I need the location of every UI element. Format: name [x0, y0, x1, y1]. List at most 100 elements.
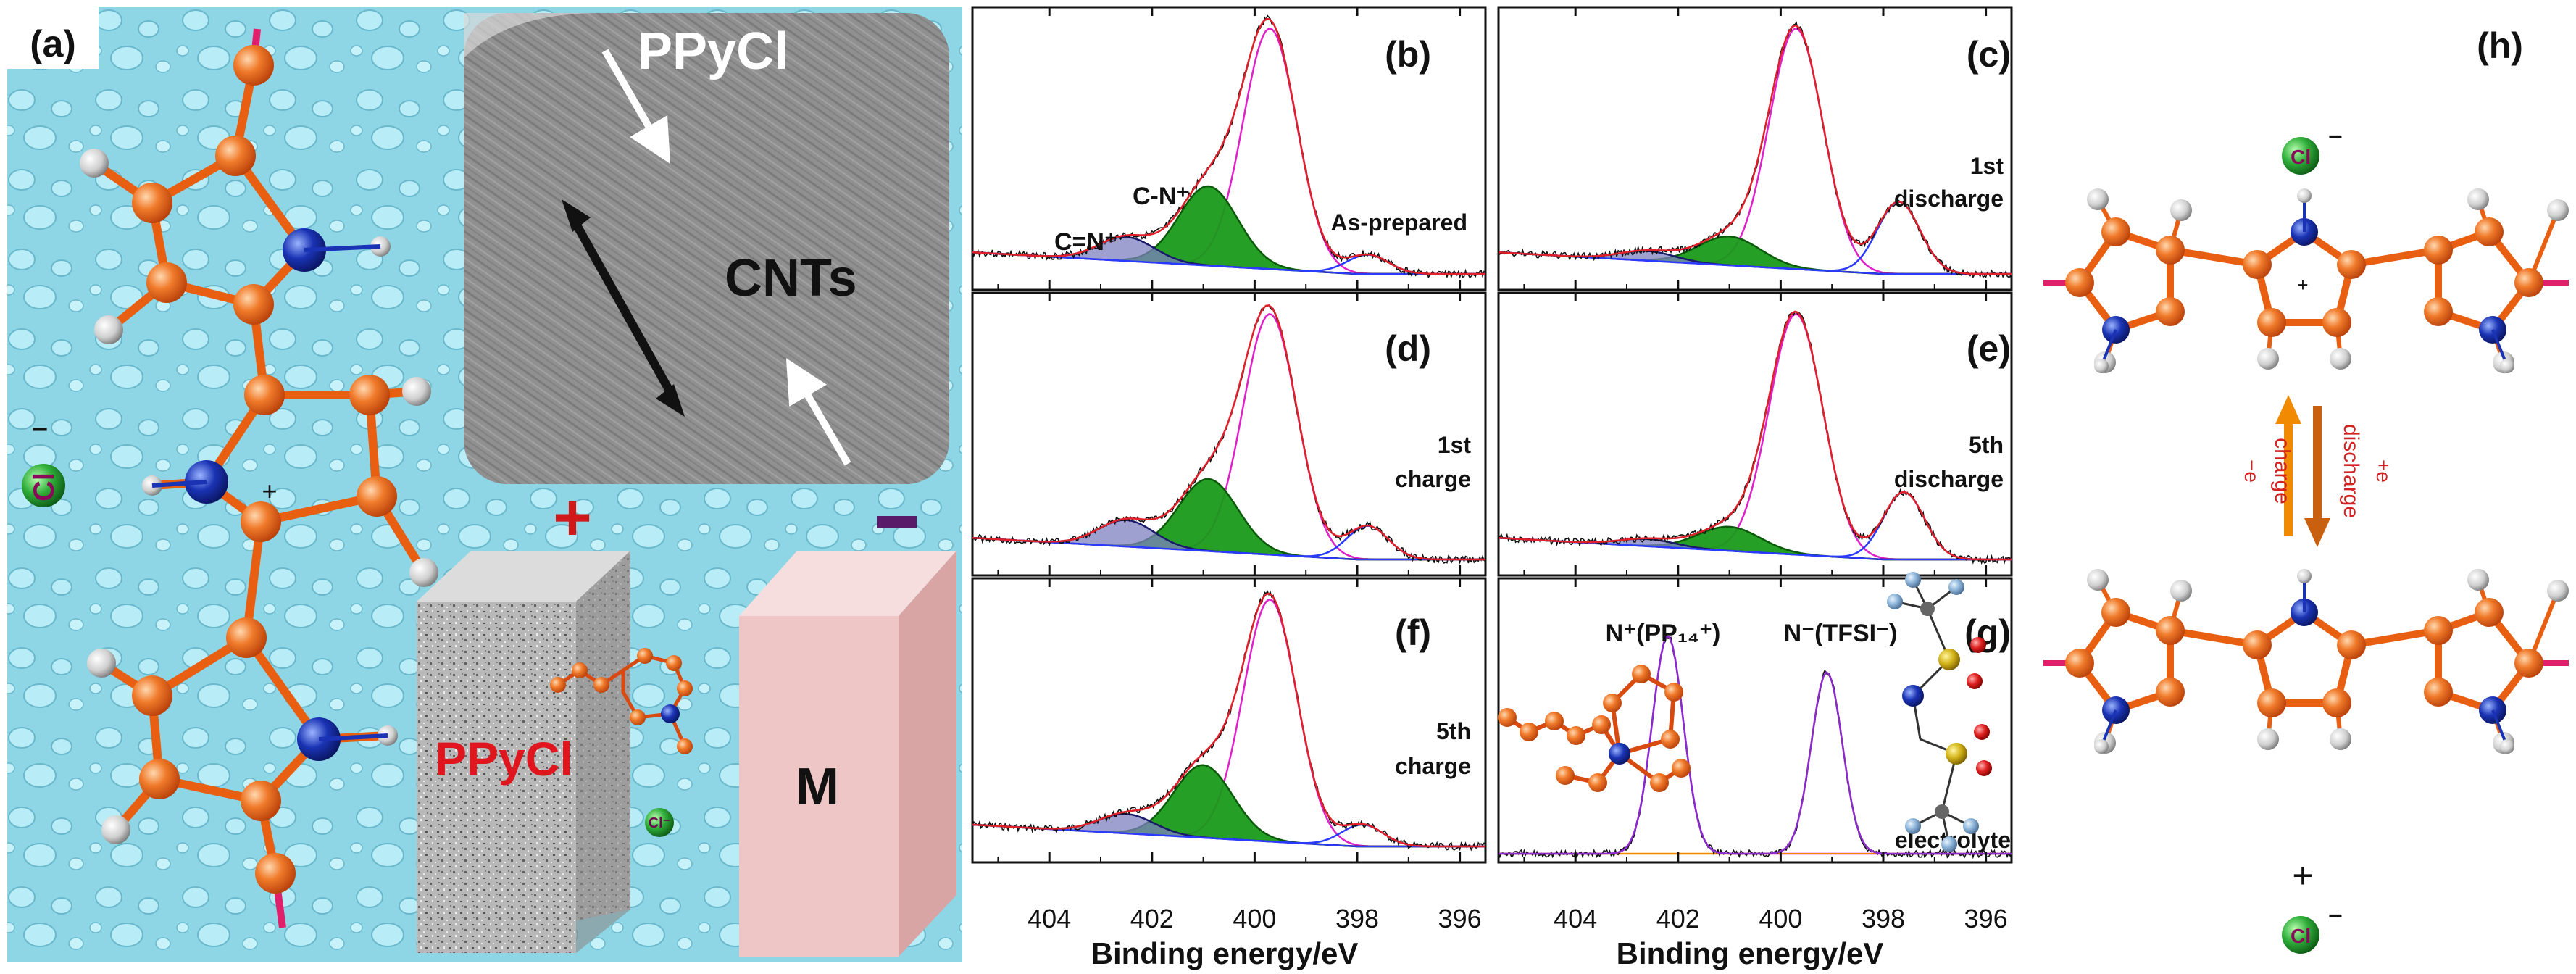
inter-ring-bond [2169, 627, 2258, 649]
nh-hydrogen [2297, 569, 2312, 583]
raw-data [972, 590, 1486, 852]
carbon-atom [2337, 250, 2366, 279]
carbon-atom [2322, 308, 2351, 337]
cl-bottom-label: Cl [2291, 925, 2311, 947]
plus-sign: + [553, 480, 592, 554]
carbon-atom [2101, 217, 2130, 246]
carbon-atom [2514, 268, 2543, 297]
xps-panel-d [971, 291, 1487, 577]
peak-fill-c-n- [1499, 251, 2012, 274]
annotation-f-2: charge [1395, 753, 1471, 779]
cl-top [2282, 137, 2319, 175]
annotation-d-1: 1st [1438, 432, 1472, 458]
tick-label: 398 [1335, 904, 1379, 933]
xps-panel-b [971, 6, 1487, 291]
xps-panels [971, 6, 2013, 864]
xps-text: (b) (c) (d) (e) (f) (g) As-prepared C=N⁺… [1054, 34, 2011, 853]
tick-label: 400 [1759, 904, 1802, 933]
hydrogen-atom [2257, 348, 2279, 370]
redox-arrows [2275, 395, 2330, 547]
annotation-c-2: discharge [1894, 186, 2004, 212]
x-axis-right: 404 402 400 398 396 Binding energy/eV [1554, 904, 2007, 970]
label-c-n: C-N⁺ [1133, 183, 1189, 210]
fit-envelope [972, 304, 1485, 561]
label-c-eq-n: C=N⁺ [1054, 228, 1117, 256]
nh-hydrogen [2500, 359, 2514, 373]
x-axis-title-right: Binding energy/eV [1617, 936, 1884, 970]
tick-label: 402 [1130, 904, 1174, 933]
panel-label-a: (a) [30, 23, 76, 65]
carbon-atom [2337, 630, 2366, 659]
plot-frame [1497, 577, 2013, 864]
tick-label: 398 [1862, 904, 1905, 933]
annotation-e-1: 5th [1969, 432, 2004, 458]
xps-panel-f [971, 577, 1487, 864]
anode-label: M [796, 758, 839, 816]
carbon-atom [2322, 688, 2351, 717]
carbon-atom [2065, 649, 2094, 678]
carbon-atom [2257, 688, 2286, 717]
panel-a: (a) PPyCl CNTs PPyCl M + [7, 7, 962, 962]
pp14-molecule-g [1498, 665, 1691, 792]
baseline [972, 823, 1485, 847]
carbon-atom [2065, 268, 2094, 297]
xps-panel-c [1497, 6, 2013, 291]
annotation-f-1: 5th [1436, 718, 1471, 744]
tick-label: 404 [1554, 904, 1597, 933]
carbon-atom [2156, 236, 2185, 265]
peak-fill-c-n- [972, 765, 1485, 846]
cathode-block: PPyCl [417, 551, 630, 953]
nh-bond-2 [151, 480, 207, 488]
nh-hydrogen [2094, 739, 2109, 754]
tem-label-cnts: CNTs [725, 249, 857, 307]
peak-fill-c-n- [1499, 236, 2012, 274]
inter-ring-bond [2351, 246, 2439, 268]
charge-label: charge [2270, 438, 2294, 504]
tick-label: 402 [1656, 904, 1700, 933]
xps-panel-e [1497, 291, 2013, 577]
carbon-atom [2424, 678, 2453, 707]
carbon-atom [2475, 598, 2504, 627]
cl-ion-small-label: Cl⁻ [649, 815, 671, 831]
carbon-atom [2424, 616, 2453, 645]
cl-bottom [2282, 916, 2319, 954]
peak-fill-c-n- [972, 814, 1485, 846]
annotation-d-2: charge [1395, 466, 1471, 492]
hydrogen-atom [2257, 728, 2279, 750]
panel-label-e: (e) [1967, 328, 2011, 369]
discharge-label: discharge [2339, 424, 2363, 518]
hydrogen-atom [2330, 728, 2351, 750]
tick-label: 400 [1233, 904, 1276, 933]
carbon-atom [2156, 678, 2185, 707]
pyrrole-trimer-oxidized [2043, 188, 2569, 373]
fit-envelope [972, 17, 1485, 275]
nh-bond-1 [304, 244, 381, 252]
label-tfsi: N⁻(TFSI⁻) [1784, 620, 1898, 647]
pyrrole-trimer-neutral [2043, 569, 2569, 754]
peak-fill-c-n- [972, 236, 1485, 274]
x-axis-left: 404 402 400 398 396 Binding energy/eV [1028, 904, 1481, 970]
anode-block: M [739, 551, 956, 957]
panel-h: (h) Cl − + charge discharge −e +e + Cl − [2043, 25, 2569, 954]
pp14-atoms [550, 648, 693, 754]
cl-top-label: Cl [2291, 146, 2311, 168]
hydrogen-atom [2330, 348, 2351, 370]
hydrogen-atom [2087, 569, 2109, 591]
carbon-atom [2514, 649, 2543, 678]
inter-ring-bond [2169, 246, 2258, 268]
hydrogen-atom [2170, 580, 2192, 602]
white-arrow-top [601, 49, 670, 164]
hydrogen-atom [2547, 580, 2569, 602]
panel-label-b: (b) [1385, 34, 1431, 75]
cl-bottom-charge: − [2328, 902, 2343, 930]
cl-top-charge: − [2328, 123, 2343, 151]
hydrogen-atom [2467, 569, 2489, 591]
panel-label-h: (h) [2477, 25, 2523, 66]
peak-fill-c-n- [1499, 538, 2012, 559]
hydrogen-atom [2087, 188, 2109, 210]
plus-bottom: + [2292, 855, 2313, 896]
carbon-atom [2243, 630, 2272, 659]
carbon-atom [2101, 598, 2130, 627]
nh-hydrogen [2094, 359, 2109, 373]
